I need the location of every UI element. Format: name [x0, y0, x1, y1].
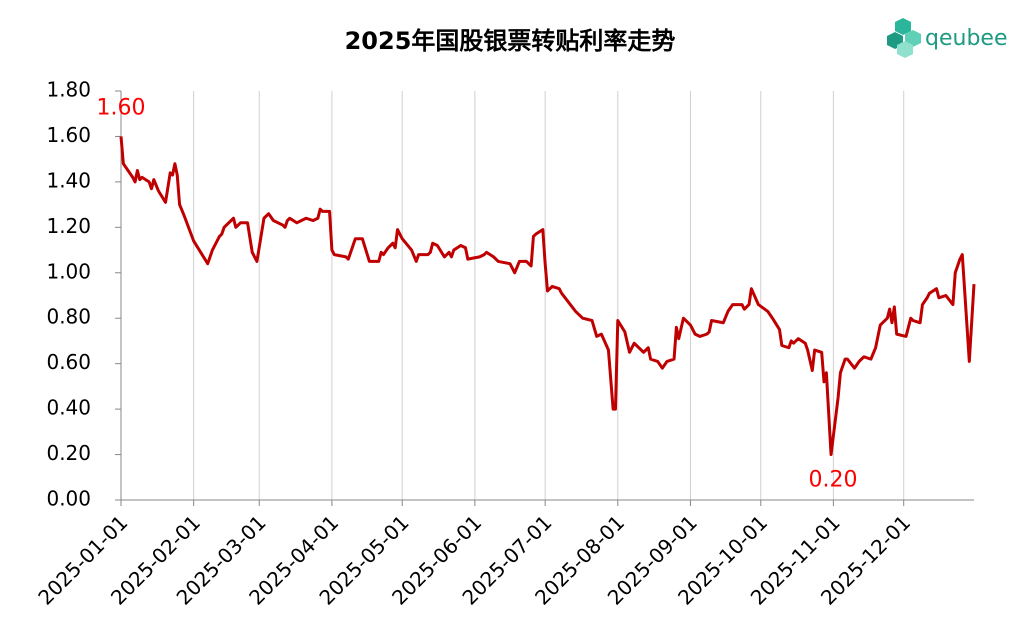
y-tick-label: 0.40: [46, 396, 91, 420]
y-tick-label: 0.00: [46, 487, 91, 511]
y-tick-label: 0.20: [46, 441, 91, 465]
annotation: 1.60: [97, 95, 146, 120]
y-tick-label: 1.00: [46, 259, 91, 283]
y-tick-label: 1.40: [46, 168, 91, 192]
y-tick-label: 1.80: [46, 78, 91, 102]
y-tick-label: 1.20: [46, 214, 91, 238]
chart-title: 2025年国股银票转贴利率走势: [345, 27, 676, 55]
y-tick-label: 0.80: [46, 305, 91, 329]
logo-icon: [887, 18, 921, 58]
logo-text: qeubee: [925, 26, 1007, 51]
line: [119, 136, 976, 457]
y-tick-label: 1.60: [46, 123, 91, 147]
annotation: 0.20: [809, 468, 858, 493]
y-tick-label: 0.60: [46, 350, 91, 374]
